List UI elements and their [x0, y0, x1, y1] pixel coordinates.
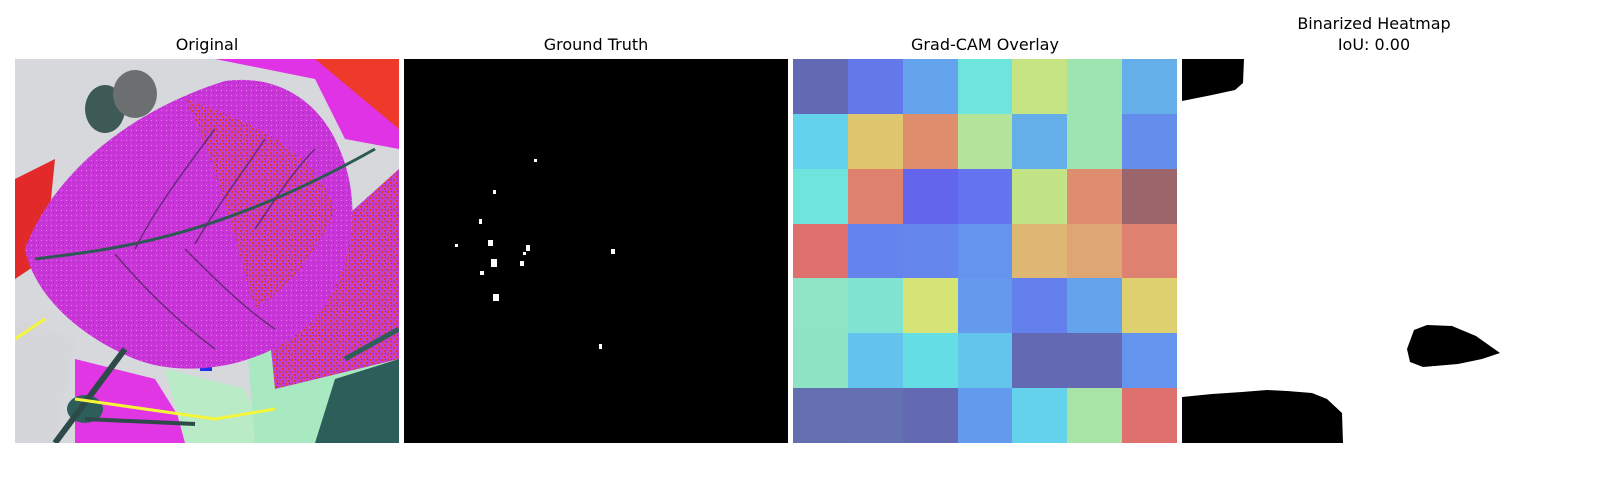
binarized-title: Binarized Heatmap — [1297, 14, 1451, 33]
gradcam-cell — [1122, 59, 1177, 114]
gradcam-cell — [958, 169, 1012, 224]
original-title: Original — [175, 35, 239, 54]
gradcam-cell — [1012, 169, 1067, 224]
gradcam-cell — [903, 169, 958, 224]
gradcam-cell — [793, 224, 848, 278]
gradcam-cell — [1067, 278, 1122, 333]
gradcam-cell — [848, 59, 903, 114]
gradcam-cell — [958, 224, 1012, 278]
gradcam-cell — [1012, 333, 1067, 388]
gradcam-cell — [1012, 224, 1067, 278]
gradcam-cell — [1012, 114, 1067, 169]
gradcam-cell — [848, 169, 903, 224]
gradcam-cell — [1122, 169, 1177, 224]
gradcam-cell — [793, 278, 848, 333]
gradcam-cell — [1067, 224, 1122, 278]
gradcam-cell — [958, 278, 1012, 333]
gradcam-cell — [903, 224, 958, 278]
gradcam-cell — [1122, 114, 1177, 169]
gradcam-cell — [1012, 388, 1067, 443]
gradcam-cell — [903, 278, 958, 333]
gradcam-cell — [903, 388, 958, 443]
binarized-heatmap — [1182, 59, 1566, 443]
gradcam-cell — [903, 59, 958, 114]
gradcam-cell — [1067, 59, 1122, 114]
gradcam-cell — [848, 388, 903, 443]
gradcam-cell — [1012, 59, 1067, 114]
gradcam-cell — [903, 333, 958, 388]
gradcam-cell — [793, 59, 848, 114]
gradcam-cell — [793, 333, 848, 388]
original-image — [15, 59, 399, 443]
gradcam-cell — [793, 114, 848, 169]
gradcam-cell — [1122, 278, 1177, 333]
gradcam-cell — [1067, 388, 1122, 443]
gradcam-cell — [958, 114, 1012, 169]
gradcam-cell — [1122, 333, 1177, 388]
gradcam-cell — [1012, 278, 1067, 333]
gradcam-cell — [793, 388, 848, 443]
gradcam-cell — [848, 333, 903, 388]
ground-truth-mask — [404, 59, 788, 443]
gradcam-cell — [848, 114, 903, 169]
gradcam-title: Grad-CAM Overlay — [911, 35, 1059, 54]
gradcam-cell — [848, 278, 903, 333]
gradcam-cell — [1122, 224, 1177, 278]
binarized-iou-label: IoU: 0.00 — [1337, 35, 1411, 54]
gradcam-cell — [958, 59, 1012, 114]
gradcam-cell — [903, 114, 958, 169]
gradcam-cell — [958, 388, 1012, 443]
gradcam-overlay — [793, 59, 1177, 443]
gradcam-cell — [1067, 114, 1122, 169]
gradcam-cell — [958, 333, 1012, 388]
gradcam-cell — [848, 224, 903, 278]
ground-truth-title: Ground Truth — [543, 35, 649, 54]
gradcam-cell — [1067, 169, 1122, 224]
gradcam-cell — [793, 169, 848, 224]
gradcam-cell — [1122, 388, 1177, 443]
gradcam-cell — [1067, 333, 1122, 388]
